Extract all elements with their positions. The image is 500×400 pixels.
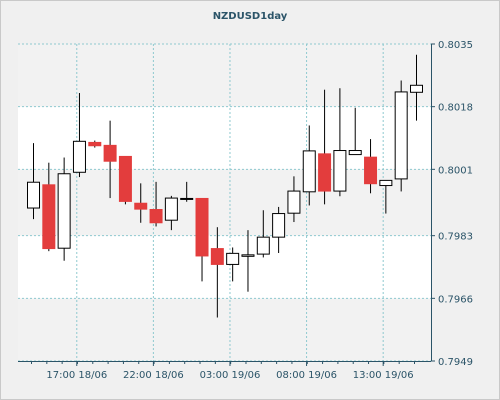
candle-body-up	[27, 181, 40, 209]
candle	[149, 181, 163, 227]
candle-body-up	[410, 84, 423, 93]
candle	[195, 197, 209, 282]
candle-body-up	[287, 190, 301, 214]
candle	[394, 80, 408, 192]
candle-body-down	[210, 248, 224, 265]
candle	[333, 88, 347, 197]
candle-body-up	[302, 150, 316, 193]
candle-body-up	[57, 173, 71, 249]
candle-body-down	[318, 153, 332, 192]
candle	[57, 157, 71, 261]
y-tick-label: 0.8035	[438, 40, 473, 51]
background-band	[18, 298, 431, 361]
candle-body-down	[103, 144, 117, 162]
y-tick-label: 0.8001	[438, 165, 473, 176]
candle	[88, 140, 102, 148]
background-band	[18, 169, 431, 236]
candle	[226, 247, 240, 282]
candle-body-down	[195, 197, 209, 257]
x-tick-label: 13:00 19/06	[353, 370, 414, 381]
candle-body-up	[72, 140, 86, 173]
candle	[164, 195, 178, 231]
candle	[180, 181, 194, 202]
candle-body-up	[379, 179, 393, 187]
candle	[379, 179, 393, 214]
y-tick-label: 0.7949	[438, 357, 473, 368]
candle	[241, 230, 255, 292]
candle-body-down	[42, 184, 56, 250]
chart-title: NZDUSD1day	[212, 11, 288, 22]
candle-body-up	[256, 236, 270, 255]
candle-body-down	[149, 209, 163, 224]
candle	[103, 120, 117, 199]
candle	[118, 155, 132, 205]
candle-body-down	[364, 156, 378, 185]
candle	[287, 176, 301, 223]
candle-body-up	[241, 254, 255, 257]
candle	[210, 227, 224, 318]
candle-body-down	[118, 155, 132, 202]
candle	[134, 183, 148, 223]
candle-body-up	[180, 197, 194, 200]
candle	[348, 107, 362, 156]
candle	[27, 143, 40, 220]
candle-body-up	[333, 150, 347, 192]
candle-body-up	[272, 213, 286, 238]
x-tick-label: 03:00 19/06	[200, 370, 261, 381]
candle-body-up	[164, 197, 178, 221]
candle-body-up	[226, 252, 240, 265]
candle-body-up	[394, 91, 408, 180]
candle-body-down	[88, 141, 102, 147]
candle	[364, 139, 378, 194]
x-tick-label: 08:00 19/06	[276, 370, 337, 381]
candle	[318, 89, 332, 205]
candle	[72, 93, 86, 178]
background-band	[18, 44, 431, 107]
y-tick-label: 0.7983	[438, 232, 473, 243]
candle-body-down	[134, 202, 148, 210]
candle-body-up	[348, 150, 362, 156]
x-tick-label: 17:00 18/06	[46, 370, 107, 381]
candle	[272, 206, 286, 253]
candle	[256, 210, 270, 258]
candle	[410, 54, 423, 121]
y-tick-label: 0.7966	[438, 294, 473, 305]
candle	[42, 162, 56, 252]
x-tick-label: 22:00 18/06	[123, 370, 184, 381]
candle	[302, 125, 316, 206]
y-tick-label: 0.8018	[438, 103, 473, 114]
